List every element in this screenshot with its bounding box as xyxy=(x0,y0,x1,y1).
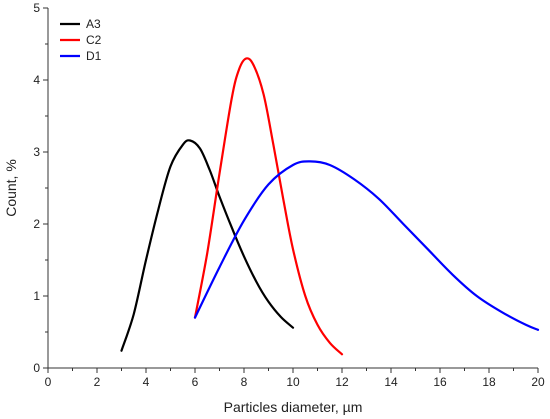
x-tick-label: 10 xyxy=(286,375,300,389)
series-line-a3 xyxy=(120,139,295,352)
y-axis-title: Count, % xyxy=(3,159,19,217)
y-tick-label: 2 xyxy=(33,217,40,231)
y-tick-label: 5 xyxy=(33,1,40,15)
series-group xyxy=(120,57,540,356)
legend-label-a3: A3 xyxy=(86,17,101,31)
legend: A3 C2 D1 xyxy=(60,17,102,63)
y-tick-label: 4 xyxy=(33,73,40,87)
x-tick-label: 16 xyxy=(433,375,447,389)
series-line-d1 xyxy=(193,160,540,331)
x-tick-label: 4 xyxy=(143,375,150,389)
legend-label-c2: C2 xyxy=(86,33,102,47)
x-tick-label: 6 xyxy=(192,375,199,389)
x-tick-label: 8 xyxy=(241,375,248,389)
legend-label-d1: D1 xyxy=(86,49,102,63)
x-axis-title: Particles diameter, µm xyxy=(224,399,363,415)
series-line-c2 xyxy=(193,57,344,356)
y-tick-label: 1 xyxy=(33,289,40,303)
x-tick-label: 12 xyxy=(335,375,349,389)
x-tick-label: 14 xyxy=(384,375,398,389)
x-tick-label: 0 xyxy=(45,375,52,389)
x-tick-label: 2 xyxy=(94,375,101,389)
y-tick-label: 3 xyxy=(33,145,40,159)
x-tick-label: 18 xyxy=(482,375,496,389)
x-tick-label: 20 xyxy=(531,375,545,389)
y-tick-label: 0 xyxy=(33,361,40,375)
